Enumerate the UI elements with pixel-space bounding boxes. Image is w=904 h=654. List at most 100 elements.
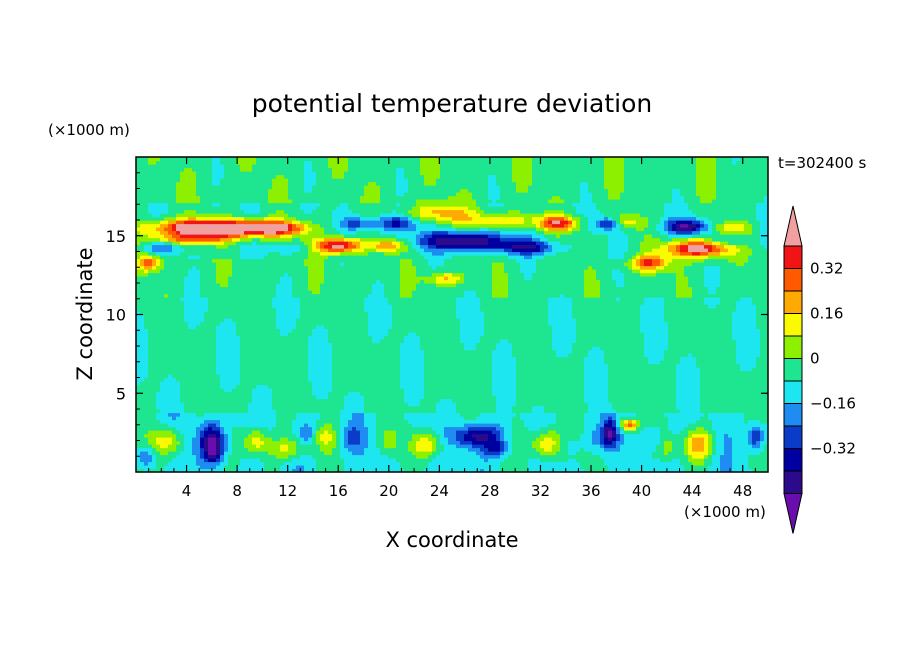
field-cell (340, 398, 345, 403)
field-cell (392, 454, 397, 459)
field-cell (708, 391, 713, 396)
field-cell (280, 398, 285, 403)
field-cell (164, 444, 169, 449)
field-cell (200, 458, 205, 463)
field-cell (408, 426, 413, 431)
field-cell (164, 430, 169, 435)
field-cell (580, 461, 585, 466)
field-cell (512, 374, 517, 379)
field-cell (736, 377, 741, 382)
field-cell (388, 458, 393, 463)
field-cell (572, 440, 577, 445)
field-cell (236, 440, 241, 445)
field-cell (744, 423, 749, 428)
field-cell (476, 433, 481, 438)
field-cell (344, 468, 349, 472)
field-cell (620, 395, 625, 400)
field-cell (720, 423, 725, 428)
field-cell (524, 451, 529, 456)
field-cell (456, 374, 461, 379)
field-cell (388, 412, 393, 417)
field-cell (528, 402, 533, 407)
field-cell (484, 374, 489, 379)
field-cell (220, 447, 225, 452)
field-cell (216, 395, 221, 400)
field-cell (340, 405, 345, 410)
field-cell (692, 398, 697, 403)
field-cell (708, 370, 713, 375)
field-cell (600, 398, 605, 403)
field-cell (660, 381, 665, 386)
field-cell (232, 440, 237, 445)
field-cell (664, 395, 669, 400)
field-cell (448, 377, 453, 382)
field-cell (552, 451, 557, 456)
field-cell (676, 465, 681, 470)
field-cell (244, 412, 249, 417)
field-cell (412, 440, 417, 445)
field-cell (724, 381, 729, 386)
field-cell (152, 363, 157, 368)
field-cell (208, 384, 213, 389)
field-cell (396, 402, 401, 407)
field-cell (452, 370, 457, 375)
field-cell (156, 444, 161, 449)
field-cell (704, 437, 709, 442)
field-cell (500, 367, 505, 372)
field-cell (748, 433, 753, 438)
field-cell (316, 381, 321, 386)
field-cell (380, 412, 385, 417)
field-cell (584, 447, 589, 452)
field-cell (544, 433, 549, 438)
field-cell (244, 402, 249, 407)
field-cell (472, 454, 477, 459)
field-cell (440, 363, 445, 368)
field-cell (156, 377, 161, 382)
field-cell (484, 367, 489, 372)
field-cell (288, 423, 293, 428)
field-cell (148, 465, 153, 470)
field-cell (180, 384, 185, 389)
field-cell (256, 468, 261, 472)
field-cell (676, 451, 681, 456)
field-cell (256, 398, 261, 403)
field-cell (476, 395, 481, 400)
field-cell (324, 409, 329, 414)
field-cell (736, 374, 741, 379)
field-cell (180, 370, 185, 375)
field-cell (176, 388, 181, 393)
field-cell (200, 370, 205, 375)
field-cell (308, 437, 313, 442)
field-cell (712, 468, 717, 472)
field-cell (252, 367, 257, 372)
field-cell (228, 437, 233, 442)
field-cell (160, 398, 165, 403)
field-cell (400, 402, 405, 407)
field-cell (372, 363, 377, 368)
field-cell (684, 367, 689, 372)
field-cell (164, 419, 169, 424)
field-cell (484, 458, 489, 463)
field-cell (436, 395, 441, 400)
field-cell (572, 416, 577, 421)
field-cell (736, 426, 741, 431)
field-cell (176, 430, 181, 435)
field-cell (696, 388, 701, 393)
field-cell (332, 412, 337, 417)
field-cell (476, 423, 481, 428)
field-cell (136, 426, 141, 431)
field-cell (428, 461, 433, 466)
field-cell (328, 367, 333, 372)
field-cell (356, 465, 361, 470)
field-cell (520, 468, 525, 472)
field-cell (348, 447, 353, 452)
field-cell (192, 419, 197, 424)
field-cell (140, 395, 145, 400)
field-cell (684, 388, 689, 393)
field-cell (604, 384, 609, 389)
field-cell (384, 426, 389, 431)
field-cell (684, 430, 689, 435)
field-cell (556, 468, 561, 472)
field-cell (712, 388, 717, 393)
field-cell (708, 395, 713, 400)
